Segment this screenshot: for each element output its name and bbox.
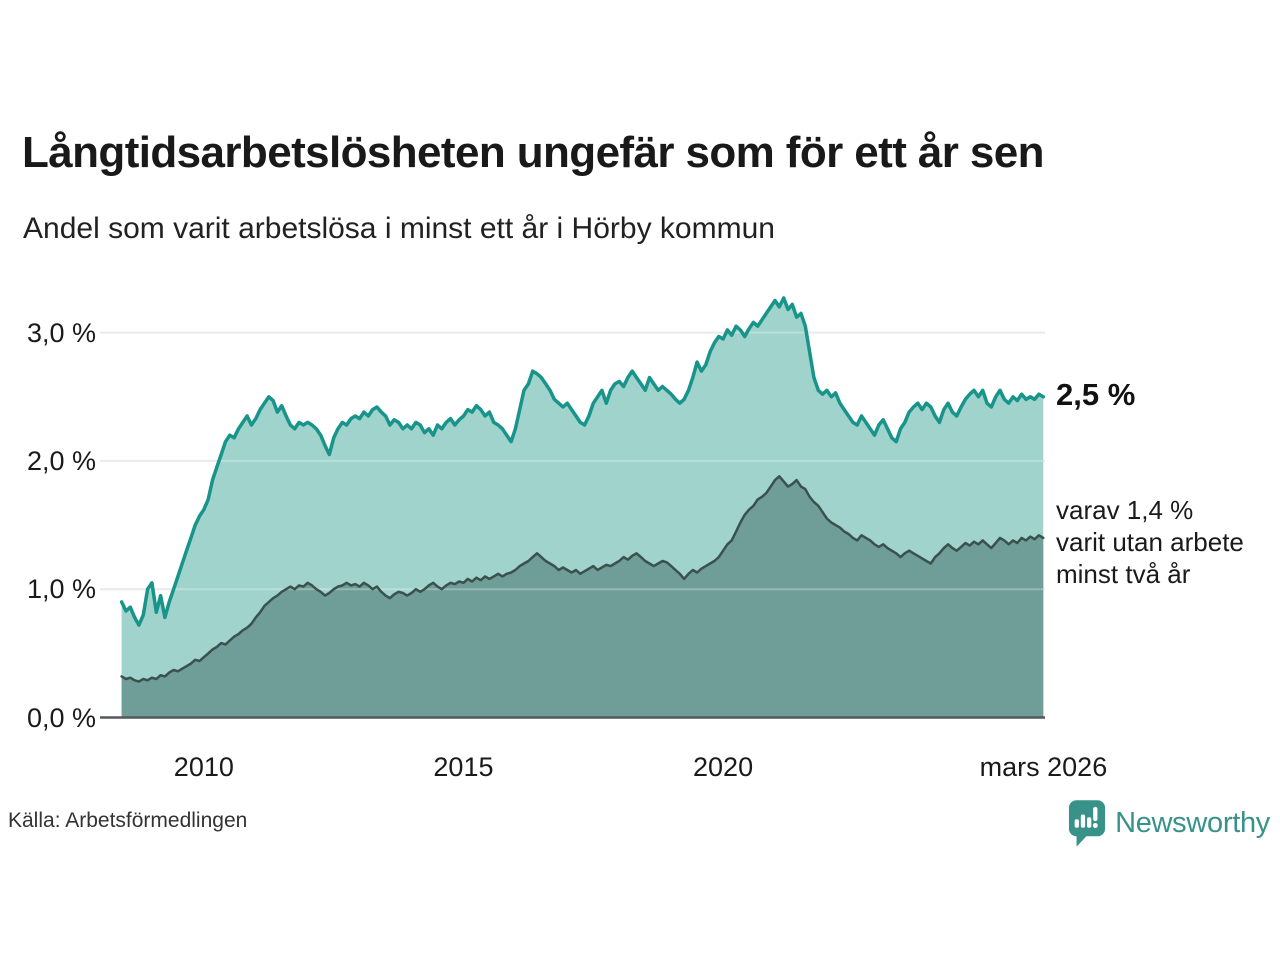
- newsworthy-logo-text: Newsworthy: [1115, 806, 1270, 839]
- page-subtitle: Andel som varit arbetslösa i minst ett å…: [23, 212, 775, 245]
- newsworthy-brand: Newsworthy: [1068, 799, 1270, 847]
- newsworthy-logo-icon: [1069, 800, 1106, 847]
- end-label-breakdown: varav 1,4 % varit utan arbete minst två …: [1056, 494, 1244, 589]
- end-label-total: 2,5 %: [1056, 376, 1136, 412]
- page-title: Långtidsarbetslösheten ungefär som för e…: [22, 128, 1045, 177]
- source-credit: Källa: Arbetsförmedlingen: [8, 809, 248, 832]
